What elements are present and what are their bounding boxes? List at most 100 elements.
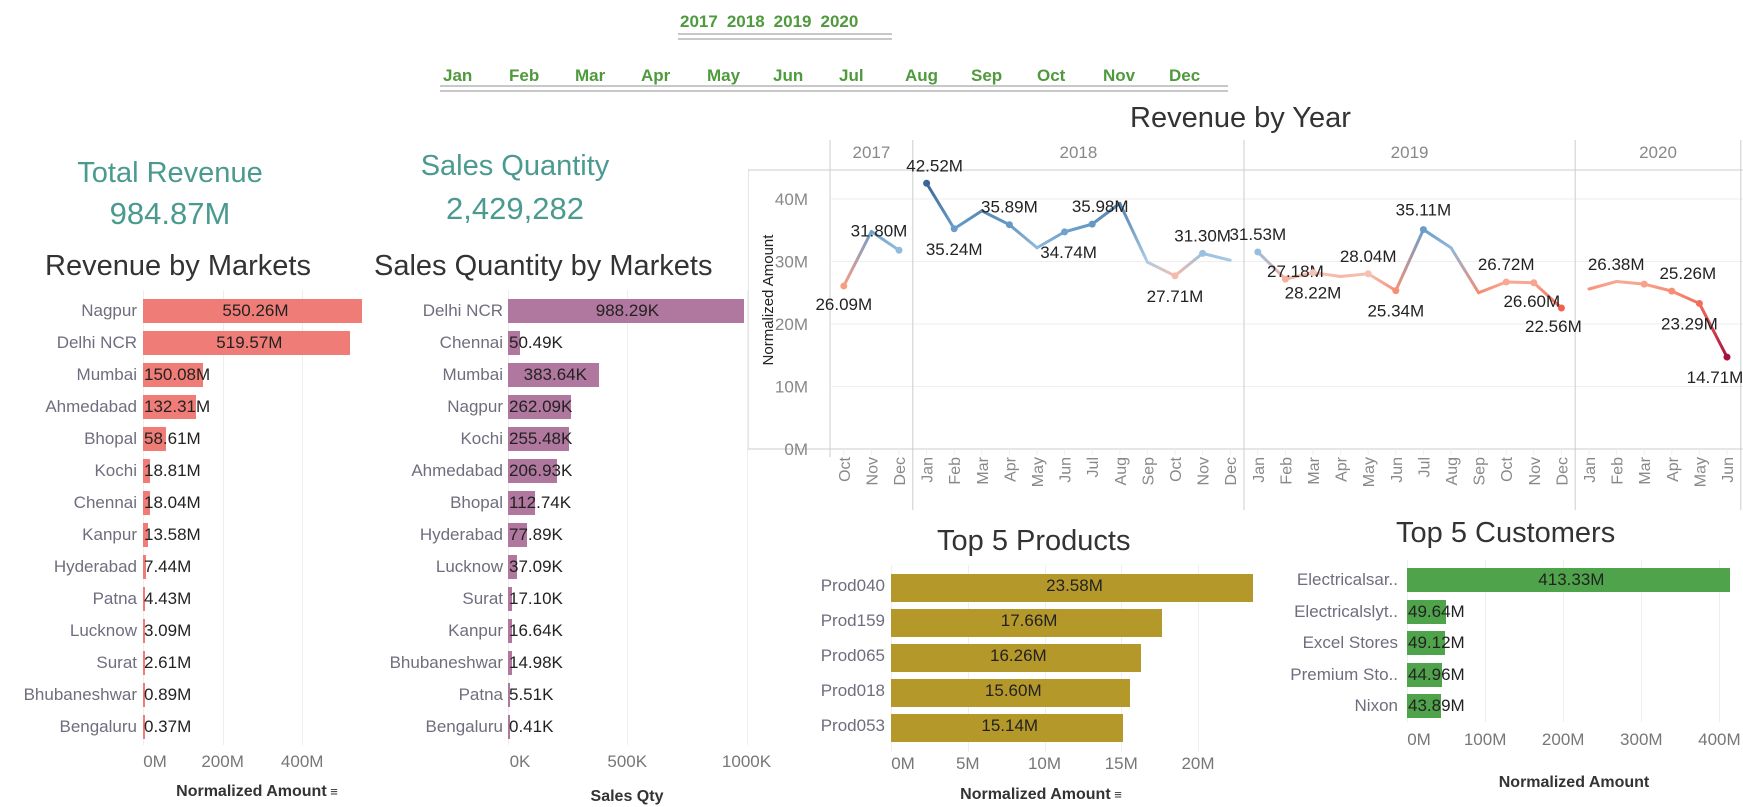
bar[interactable]	[508, 715, 510, 739]
x-axis-title-text: Normalized Amount	[176, 783, 327, 800]
category-label: Patna	[458, 685, 503, 704]
year-filter-2017[interactable]: 2017	[680, 12, 718, 31]
bar[interactable]	[143, 491, 151, 515]
category-label: Hyderabad	[53, 557, 137, 576]
bar[interactable]	[508, 395, 571, 419]
bar[interactable]	[508, 523, 527, 547]
data-label: 43.89M	[1408, 696, 1465, 715]
bar[interactable]	[891, 644, 1141, 672]
month-filter-jan[interactable]: Jan	[443, 66, 473, 85]
line-segment	[1394, 228, 1425, 293]
bar[interactable]	[508, 651, 512, 675]
line-segment	[1670, 289, 1701, 305]
year-header: 2019	[1391, 143, 1429, 162]
month-filter-dec[interactable]: Dec	[1169, 66, 1201, 85]
bar[interactable]	[891, 574, 1253, 602]
bar[interactable]	[1407, 662, 1443, 687]
bar[interactable]	[1407, 694, 1442, 718]
bar[interactable]	[143, 715, 145, 739]
bar[interactable]	[143, 523, 149, 547]
bar[interactable]	[143, 459, 151, 483]
bar[interactable]	[508, 587, 513, 611]
month-filter-nov[interactable]: Nov	[1103, 66, 1136, 85]
category-label: Chennai	[73, 493, 137, 512]
month-filter-may[interactable]: May	[707, 66, 741, 85]
data-point	[1723, 353, 1731, 361]
sort-descending-icon[interactable]: ≡	[1110, 787, 1122, 802]
data-label: 25.26M	[1659, 264, 1716, 283]
category-label: Prod159	[820, 611, 885, 630]
month-filter-apr[interactable]: Apr	[641, 66, 671, 85]
bar[interactable]	[508, 459, 558, 483]
month-filter-oct[interactable]: Oct	[1037, 66, 1066, 85]
year-filter-2020[interactable]: 2020	[820, 12, 859, 31]
month-filter-mar[interactable]: Mar	[575, 66, 606, 85]
bar[interactable]	[891, 679, 1131, 707]
month-filter-sep[interactable]: Sep	[971, 66, 1003, 85]
bar[interactable]	[508, 555, 517, 579]
bar[interactable]	[508, 491, 535, 515]
year-header: 2020	[1639, 143, 1677, 162]
month-filter-jul[interactable]: Jul	[839, 66, 864, 85]
bar[interactable]	[1407, 599, 1446, 624]
sort-descending-icon[interactable]: ≡	[326, 784, 338, 799]
x-tick-label: 500K	[607, 752, 648, 771]
bar[interactable]	[508, 683, 510, 707]
bar[interactable]	[508, 299, 744, 323]
bar[interactable]	[143, 587, 145, 611]
data-label: 413.33M	[1538, 570, 1605, 589]
category-label: Kanpur	[82, 525, 137, 544]
data-label: 988.29K	[595, 301, 660, 320]
bar[interactable]	[143, 395, 196, 419]
bar[interactable]	[143, 427, 167, 451]
month-filter-feb[interactable]: Feb	[509, 66, 540, 85]
month-filter-jun[interactable]: Jun	[773, 66, 804, 85]
bar[interactable]	[508, 331, 521, 355]
bar[interactable]	[508, 363, 600, 387]
bar[interactable]	[143, 331, 350, 355]
data-point	[1392, 287, 1400, 295]
category-label: Nagpur	[81, 301, 137, 320]
bar[interactable]	[1407, 568, 1730, 592]
category-label: Patna	[92, 589, 137, 608]
data-label: 35.98M	[1072, 197, 1129, 216]
month-filter-aug[interactable]: Aug	[905, 66, 939, 85]
data-label: 35.24M	[926, 240, 983, 259]
data-label: 27.18M	[1267, 262, 1324, 281]
category-label: Bhopal	[84, 429, 137, 448]
x-axis-title-text: Normalized Amount	[960, 786, 1111, 803]
gridline	[1198, 565, 1199, 752]
data-label: 35.11M	[1396, 201, 1451, 220]
category-label: Ahmedabad	[411, 461, 503, 480]
category-label: Bhopal	[450, 493, 503, 512]
year-filter-2019[interactable]: 2019	[773, 12, 812, 31]
data-label: 22.56M	[1525, 317, 1582, 336]
bar[interactable]	[143, 363, 203, 387]
data-label: 50.49K	[509, 333, 563, 352]
bar[interactable]	[891, 609, 1163, 637]
month-label: Oct	[837, 456, 854, 481]
bar[interactable]	[143, 299, 362, 323]
year-header: 2017	[852, 143, 890, 162]
revenue-by-year-title: Revenue by Year	[1130, 102, 1351, 134]
line-segment	[1642, 282, 1674, 293]
bar[interactable]	[143, 651, 145, 675]
bar[interactable]	[143, 555, 146, 579]
revenue-by-year-chart: 0M 10M 20M 30M 40M Normalized Amount 2017 Oct No…	[748, 140, 1743, 510]
data-label: 25.34M	[1367, 302, 1424, 321]
bar[interactable]	[143, 683, 145, 707]
category-label: Prod053	[820, 716, 885, 735]
month-label: Apr	[1002, 456, 1019, 482]
bar[interactable]	[891, 714, 1124, 742]
month-filter-divider	[440, 90, 1228, 92]
line-segment	[1421, 228, 1453, 250]
category-label: Excel Stores	[1302, 633, 1398, 652]
bar[interactable]	[508, 619, 512, 643]
bar[interactable]	[508, 427, 569, 451]
bar[interactable]	[143, 619, 145, 643]
data-label: 31.30M	[1174, 226, 1231, 245]
line-segment	[952, 209, 984, 231]
bar[interactable]	[1407, 631, 1446, 655]
year-filter-2018[interactable]: 2018	[726, 12, 765, 31]
data-label: 14.71M	[1687, 368, 1743, 387]
